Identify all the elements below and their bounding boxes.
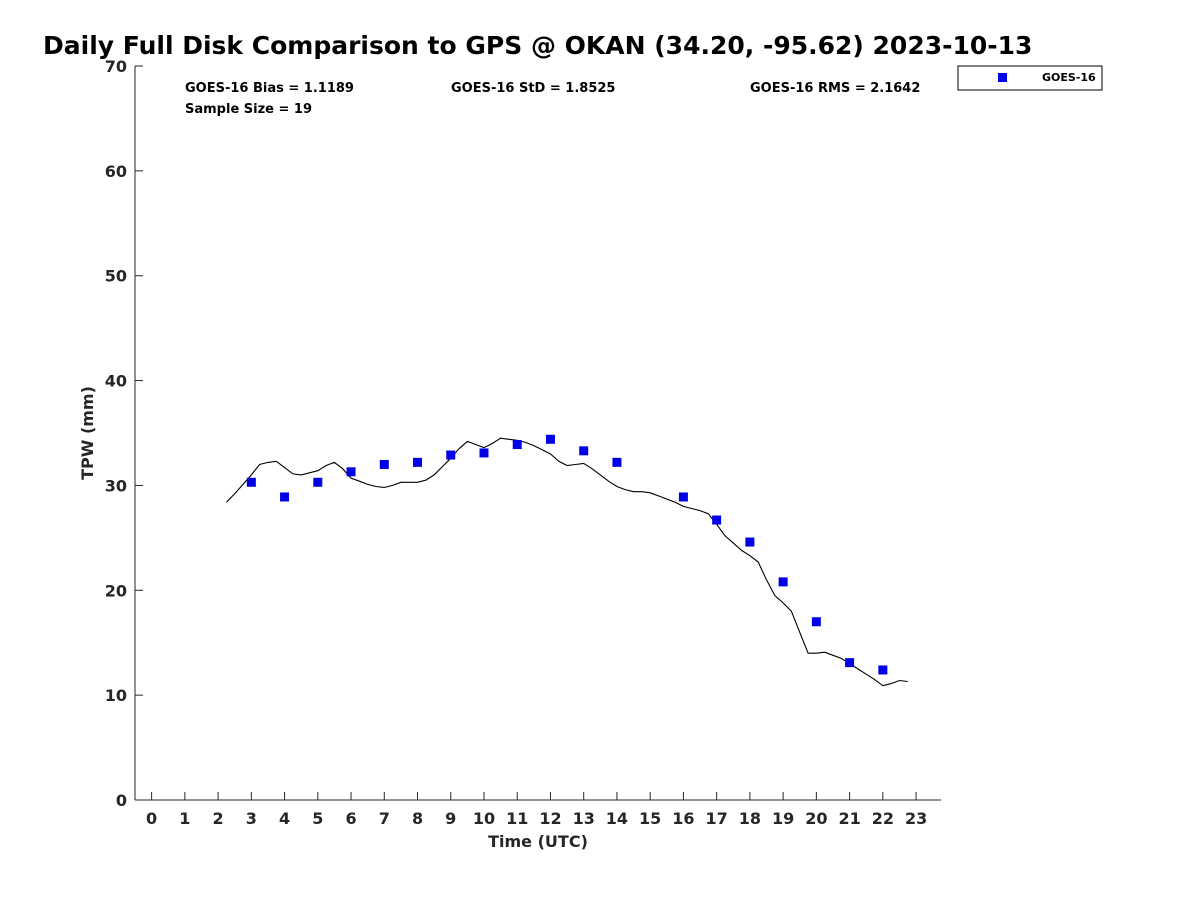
- goes16-point: [811, 617, 821, 627]
- y-tick-label: 30: [105, 476, 127, 495]
- legend: GOES-16: [957, 65, 1103, 91]
- goes16-point: [712, 515, 722, 525]
- stat-sample-size: Sample Size = 19: [185, 102, 312, 117]
- goes16-point: [346, 467, 356, 477]
- legend-marker-goes16: [998, 73, 1007, 82]
- x-tick-label: 16: [672, 809, 694, 828]
- goes16-point: [612, 457, 622, 467]
- x-tick-label: 2: [213, 809, 224, 828]
- y-tick-label: 0: [116, 791, 127, 810]
- x-tick-label: 4: [279, 809, 290, 828]
- x-tick-label: 21: [838, 809, 860, 828]
- x-tick-label: 10: [473, 809, 495, 828]
- goes16-point: [678, 492, 688, 502]
- x-tick-label: 8: [412, 809, 423, 828]
- x-tick-label: 15: [639, 809, 661, 828]
- goes16-point: [413, 457, 423, 467]
- stat-bias: GOES-16 Bias = 1.1189: [185, 81, 354, 96]
- goes16-point: [778, 577, 788, 587]
- x-tick-label: 23: [905, 809, 927, 828]
- x-tick-label: 19: [772, 809, 794, 828]
- x-tick-label: 11: [506, 809, 528, 828]
- y-tick-label: 70: [105, 57, 127, 76]
- x-tick-label: 3: [246, 809, 257, 828]
- goes16-point: [479, 448, 489, 458]
- x-tick-label: 12: [539, 809, 561, 828]
- x-tick-label: 6: [345, 809, 356, 828]
- goes16-point: [845, 658, 855, 668]
- chart-title: Daily Full Disk Comparison to GPS @ OKAN…: [43, 31, 1032, 60]
- goes16-point: [313, 477, 323, 487]
- y-tick-label: 60: [105, 162, 127, 181]
- x-tick-label: 5: [312, 809, 323, 828]
- stat-rms: GOES-16 RMS = 2.1642: [750, 81, 920, 96]
- goes16-point: [878, 665, 888, 675]
- y-axis-label: TPW (mm): [78, 386, 97, 480]
- x-tick-label: 7: [379, 809, 390, 828]
- y-tick-label: 40: [105, 372, 127, 391]
- legend-box: [957, 65, 1103, 91]
- goes16-point: [379, 459, 389, 469]
- x-tick-label: 22: [872, 809, 894, 828]
- goes16-point: [745, 537, 755, 547]
- y-tick-label: 50: [105, 267, 127, 286]
- goes16-point: [545, 434, 555, 444]
- x-tick-label: 13: [573, 809, 595, 828]
- goes16-point: [512, 440, 522, 450]
- goes16-point: [579, 446, 589, 456]
- goes16-point: [446, 450, 456, 460]
- stat-std: GOES-16 StD = 1.8525: [451, 81, 615, 96]
- x-tick-label: 0: [146, 809, 157, 828]
- x-tick-label: 18: [739, 809, 761, 828]
- gps-tpw-line: [226, 437, 908, 687]
- stats-block: GOES-16 Bias = 1.1189 GOES-16 StD = 1.85…: [185, 81, 920, 117]
- x-tick-label: 17: [706, 809, 728, 828]
- legend-label-goes16: GOES-16: [1042, 71, 1096, 84]
- plot-area: [226, 434, 908, 687]
- x-axis-label: Time (UTC): [488, 832, 588, 851]
- y-tick-label: 10: [105, 686, 127, 705]
- y-tick-label: 20: [105, 581, 127, 600]
- x-tick-label: 20: [805, 809, 827, 828]
- x-tick-label: 14: [606, 809, 628, 828]
- goes16-point: [280, 492, 290, 502]
- x-tick-label: 1: [179, 809, 190, 828]
- goes16-point: [246, 477, 256, 487]
- x-tick-label: 9: [445, 809, 456, 828]
